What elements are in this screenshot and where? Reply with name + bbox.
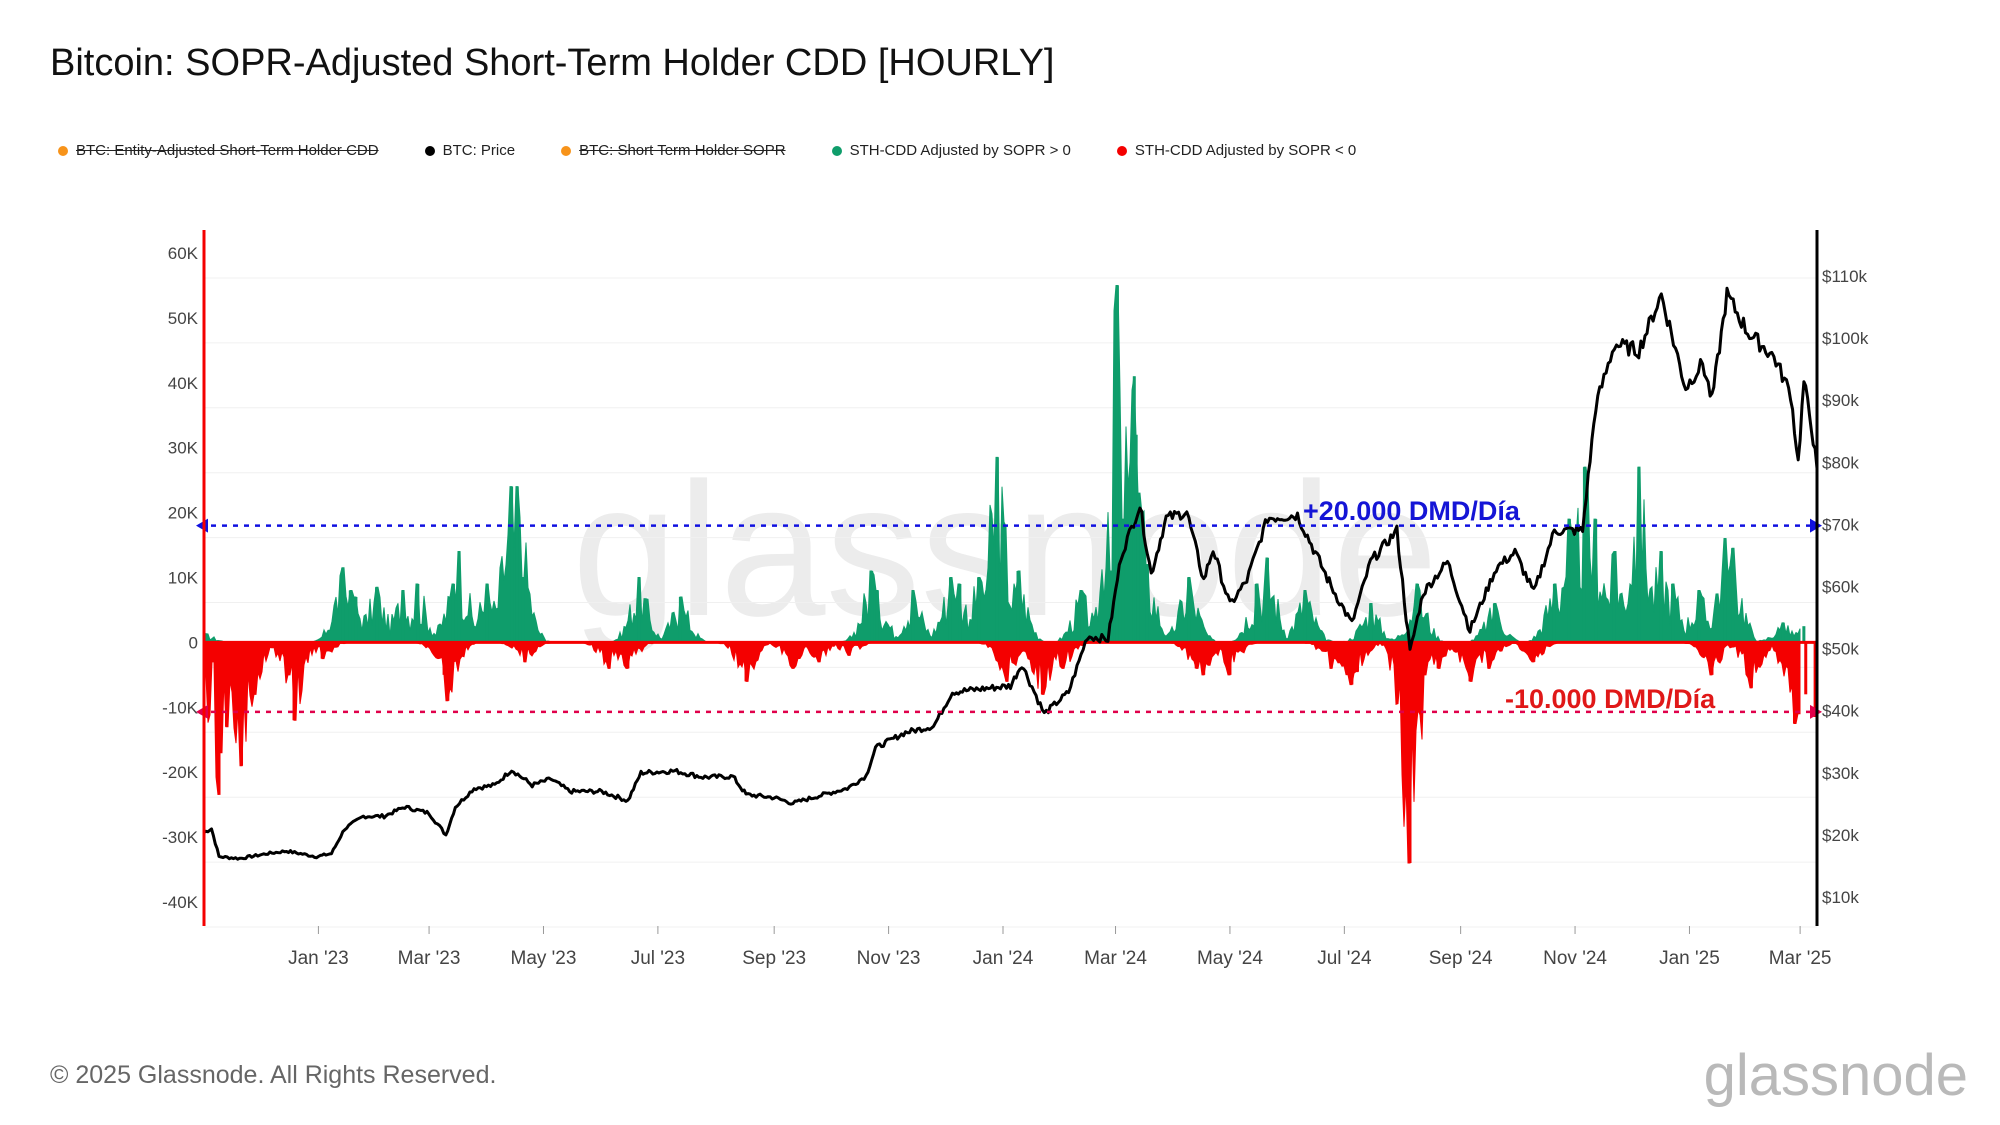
x-tick-label: Sep '24 [1429,948,1493,969]
legend-item[interactable]: BTC: Price [424,142,516,159]
y-left-tick: -30K [162,828,199,847]
y-left-tick: 40K [168,374,199,393]
y-right-tick: $110k [1822,267,1868,286]
y-left-tick: 30K [168,439,199,458]
y-left-tick: 0 [189,633,198,652]
y-left-tick: -20K [162,763,199,782]
y-axis-right: $110k $100k $90k $80k $70k $60k $50k $40k $30k $2… [1822,267,1869,907]
y-left-tick: -10K [162,698,199,717]
x-tick-label: Jul '24 [1317,948,1372,969]
x-tick-label: Nov '23 [857,948,921,969]
x-tick-label: May '23 [511,948,577,969]
x-tick-label: Nov '24 [1543,948,1607,969]
x-tick-label: Jul '23 [631,948,685,969]
y-right-tick: $20k [1822,826,1859,845]
annotation-upper: +20.000 DMD/Día [1303,496,1521,526]
legend-label: STH-CDD Adjusted by SOPR > 0 [849,142,1071,159]
legend-label: BTC: Short Term Holder SOPR [579,142,786,159]
legend-dot [561,145,572,156]
legend: BTC: Entity-Adjusted Short-Term Holder C… [58,142,1356,159]
legend-dot [58,145,68,156]
grid [204,277,1817,928]
y-right-tick: $10k [1822,888,1859,907]
legend-item[interactable]: BTC: Short Term Holder SOPR [561,142,786,159]
x-tick-label: May '24 [1197,948,1263,969]
y-left-tick: 60K [168,244,199,263]
x-axis: Jan '23 Mar '23 May '23 Jul '23 Sep '23 Nov '… [288,926,1832,969]
chart-title: Bitcoin: SOPR-Adjusted Short-Term Holder… [50,42,1055,84]
price-series [203,286,1819,861]
y-axis-left: 60K 50K 40K 30K 20K 10K 0 -10K -20K -30K -40K [162,244,199,912]
x-tick-label: Mar '25 [1769,948,1832,969]
legend-item[interactable]: BTC: Entity-Adjusted Short-Term Holder C… [58,142,379,159]
y-right-tick: $40k [1822,702,1859,721]
y-right-tick: $100k [1822,329,1869,348]
legend-dot [424,145,435,156]
copyright-footer: © 2025 Glassnode. All Rights Reserved. [50,1061,497,1089]
x-tick-label: Sep '23 [742,948,806,969]
x-tick-label: Jan '24 [973,948,1034,969]
legend-item[interactable]: STH-CDD Adjusted by SOPR < 0 [1116,142,1357,159]
y-right-tick: $50k [1822,640,1859,659]
y-left-tick: -40K [162,893,199,912]
cdd-negative-series [205,641,1817,864]
legend-label: STH-CDD Adjusted by SOPR < 0 [1134,142,1357,159]
x-tick-label: Mar '24 [1084,948,1147,969]
legend-dot [1116,145,1127,156]
cdd-positive-series [202,284,1806,643]
y-left-tick: 20K [168,504,199,523]
x-tick-label: Jan '25 [1659,948,1720,969]
legend-item[interactable]: STH-CDD Adjusted by SOPR > 0 [831,142,1071,159]
legend-label: BTC: Price [442,142,516,159]
annotation-lower: -10.000 DMD/Día [1505,684,1716,714]
y-left-tick: 50K [168,309,199,328]
x-tick-label: Mar '23 [398,948,461,969]
price-line [203,286,1819,861]
y-right-tick: $80k [1822,453,1859,472]
y-right-tick: $70k [1822,515,1859,534]
legend-label: BTC: Entity-Adjusted Short-Term Holder C… [76,142,379,159]
y-right-tick: $30k [1822,764,1859,783]
y-right-tick: $60k [1822,578,1859,597]
legend-dot [831,145,842,156]
cdd-area [205,641,1801,864]
x-tick-label: Jan '23 [288,948,349,969]
y-right-tick: $90k [1822,391,1859,410]
y-left-tick: 10K [168,569,199,588]
glassnode-logo: glassnode [1703,1043,1968,1108]
cdd-area [205,284,1801,643]
